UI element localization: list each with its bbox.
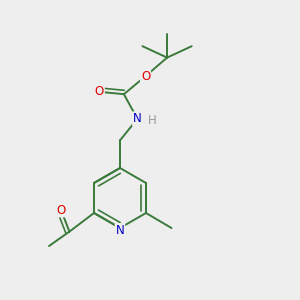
Text: O: O [141, 70, 150, 83]
Text: O: O [56, 203, 66, 217]
Text: N: N [116, 224, 124, 237]
Text: O: O [95, 85, 104, 98]
Text: N: N [133, 112, 142, 125]
Text: H: H [147, 113, 156, 127]
